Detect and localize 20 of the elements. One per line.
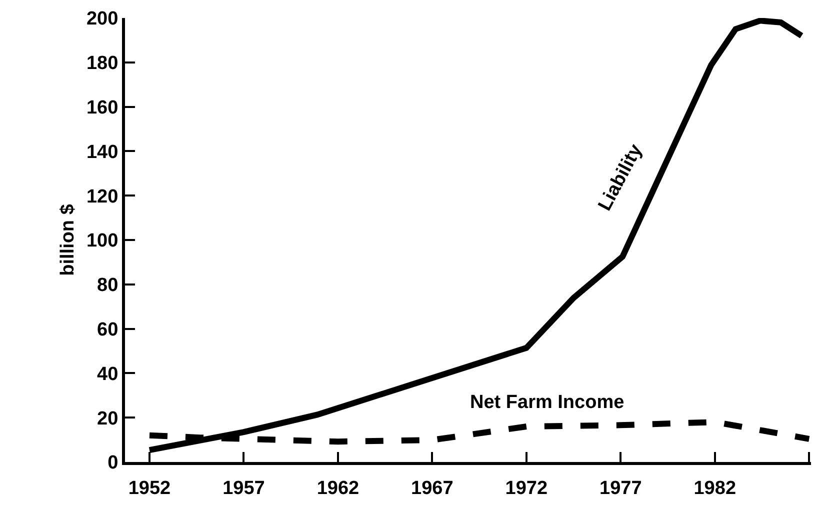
y-tick-label: 160 — [86, 97, 118, 118]
y-tick-label: 200 — [86, 8, 118, 30]
y-tick-label: 180 — [86, 53, 118, 74]
y-tick-label: 20 — [97, 408, 118, 430]
annotation: Net Farm Income — [470, 392, 624, 413]
y-tick-label: 120 — [86, 186, 118, 208]
y-tick-label: 0 — [108, 452, 118, 474]
x-tick-label: 1972 — [505, 478, 548, 499]
x-tick-label: 1967 — [411, 478, 454, 499]
x-tick-label: 1977 — [600, 478, 642, 499]
x-tick-label: 1952 — [128, 478, 171, 499]
y-tick-label: 60 — [97, 319, 118, 340]
y-tick-label: 80 — [97, 275, 118, 296]
x-tick-label: 1957 — [222, 478, 265, 499]
x-tick-label: 1962 — [316, 478, 360, 499]
y-tick-label: 40 — [97, 364, 118, 385]
y-axis-title: billion $ — [57, 204, 78, 276]
y-tick-label: 100 — [86, 230, 118, 252]
y-tick-label: 140 — [86, 142, 118, 163]
x-tick-label: 1982 — [694, 478, 736, 499]
